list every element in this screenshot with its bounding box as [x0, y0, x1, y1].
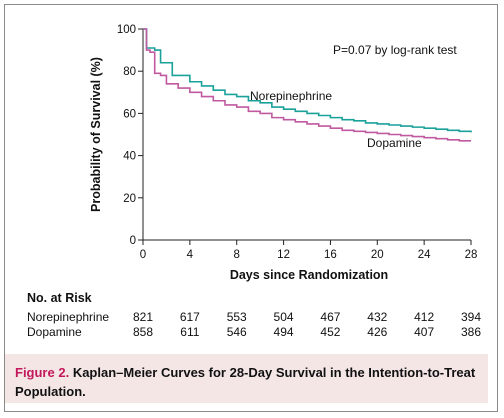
risk-cell: 432 [367, 310, 388, 324]
caption-text: Kaplan–Meier Curves for 28-Day Survival … [15, 365, 476, 399]
risk-cell: 394 [460, 310, 482, 324]
risk-cell: 611 [180, 325, 200, 339]
x-tick-label: 20 [371, 249, 384, 261]
x-tick-label: 16 [324, 249, 337, 261]
figure-label: Figure 2. [15, 365, 70, 380]
x-tick-label: 8 [234, 249, 240, 261]
y-tick-label: 0 [130, 235, 136, 247]
risk-cell: 412 [414, 310, 435, 324]
label-dopamine: Dopamine [367, 136, 422, 150]
risk-cell: 452 [320, 325, 341, 339]
series-curve-dopamine [143, 28, 471, 142]
chart-axes [138, 28, 472, 245]
figure-frame [4, 4, 498, 412]
y-tick-label: 60 [123, 108, 136, 120]
x-tick-label: 4 [187, 249, 194, 261]
chart-labels: 0 20 40 60 80 100 0 4 8 12 16 20 24 28 Days since Rand… [89, 24, 477, 282]
risk-row-label: Norepinephrine [27, 310, 110, 324]
risk-cell: 467 [320, 310, 341, 324]
y-axis-label: Probability of Survival (%) [89, 57, 103, 212]
x-tick-label: 12 [277, 249, 290, 261]
risk-cell: 546 [226, 325, 247, 339]
risk-cell: 386 [460, 325, 482, 339]
risk-cell: 553 [226, 310, 247, 324]
risk-cell: 494 [273, 325, 294, 339]
risk-row-label: Dopamine [27, 325, 82, 339]
risk-cell: 407 [414, 325, 435, 339]
y-tick-label: 100 [117, 24, 136, 36]
chart-curves [143, 28, 472, 142]
series-curve-norepinephrine [143, 28, 472, 133]
figure-caption: Figure 2. Kaplan–Meier Curves for 28-Day… [5, 354, 488, 403]
km-chart: 0 20 40 60 80 100 0 4 8 12 16 20 24 28 Days since Rand… [89, 24, 477, 282]
y-tick-label: 40 [123, 151, 136, 163]
risk-table-title: No. at Risk [27, 291, 92, 305]
x-axis-label: Days since Randomization [230, 268, 388, 282]
label-norepinephrine: Norepinephrine [250, 89, 332, 103]
y-tick-label: 80 [123, 66, 136, 78]
risk-cell: 426 [367, 325, 388, 339]
y-tick-label: 20 [123, 193, 136, 205]
risk-cell: 858 [132, 325, 154, 339]
risk-cell: 504 [273, 310, 294, 324]
x-tick-label: 0 [140, 249, 146, 261]
x-tick-label: 24 [418, 249, 431, 261]
risk-cell: 821 [132, 310, 154, 324]
risk-cell: 617 [179, 310, 200, 324]
pvalue-annotation: P=0.07 by log-rank test [333, 43, 457, 57]
x-tick-label: 28 [465, 249, 478, 261]
